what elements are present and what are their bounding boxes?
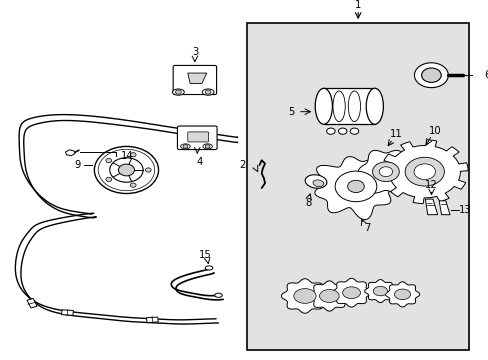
- Circle shape: [379, 167, 392, 177]
- Text: 1: 1: [354, 0, 361, 10]
- Text: 7: 7: [363, 223, 369, 233]
- FancyBboxPatch shape: [177, 126, 217, 149]
- Text: 8: 8: [305, 198, 311, 208]
- Ellipse shape: [293, 289, 315, 303]
- Ellipse shape: [342, 287, 360, 298]
- Ellipse shape: [372, 286, 386, 296]
- Circle shape: [205, 90, 210, 94]
- Ellipse shape: [205, 266, 212, 270]
- Ellipse shape: [214, 293, 222, 297]
- Polygon shape: [358, 150, 413, 193]
- Polygon shape: [65, 150, 75, 156]
- Circle shape: [334, 171, 376, 202]
- Ellipse shape: [394, 289, 410, 300]
- Ellipse shape: [172, 89, 184, 95]
- Polygon shape: [381, 140, 468, 204]
- Ellipse shape: [181, 144, 190, 149]
- Ellipse shape: [366, 88, 383, 124]
- Circle shape: [372, 162, 399, 181]
- Circle shape: [106, 177, 111, 181]
- Circle shape: [94, 147, 158, 194]
- Bar: [27, 298, 37, 308]
- Ellipse shape: [315, 88, 332, 124]
- Circle shape: [98, 149, 154, 191]
- Polygon shape: [308, 281, 349, 311]
- Text: 4: 4: [196, 157, 203, 167]
- Circle shape: [404, 157, 444, 186]
- Text: 15: 15: [199, 251, 211, 261]
- Polygon shape: [364, 280, 395, 303]
- Text: 12: 12: [424, 180, 437, 190]
- Ellipse shape: [349, 128, 358, 134]
- Ellipse shape: [338, 128, 346, 134]
- Circle shape: [414, 63, 447, 87]
- Text: 14: 14: [121, 151, 133, 161]
- FancyBboxPatch shape: [173, 66, 216, 95]
- Polygon shape: [331, 278, 370, 307]
- Circle shape: [106, 158, 111, 163]
- Circle shape: [118, 164, 134, 176]
- Circle shape: [421, 68, 440, 82]
- Circle shape: [130, 153, 136, 157]
- Text: 10: 10: [428, 126, 441, 136]
- Circle shape: [130, 183, 136, 187]
- Circle shape: [175, 90, 181, 94]
- Text: 3: 3: [191, 46, 198, 57]
- Text: 5: 5: [288, 107, 294, 117]
- Text: 11: 11: [389, 129, 402, 139]
- Circle shape: [183, 145, 187, 148]
- Bar: [323, 88, 374, 124]
- Ellipse shape: [312, 180, 323, 186]
- Circle shape: [413, 164, 434, 180]
- Polygon shape: [385, 282, 419, 307]
- Polygon shape: [438, 201, 449, 215]
- Bar: [146, 317, 158, 323]
- Polygon shape: [425, 199, 437, 215]
- Text: 13: 13: [458, 204, 470, 215]
- Text: 6: 6: [483, 70, 488, 80]
- Circle shape: [205, 145, 209, 148]
- Circle shape: [109, 158, 143, 182]
- Circle shape: [347, 180, 364, 193]
- Ellipse shape: [203, 144, 212, 149]
- Text: 2: 2: [239, 160, 245, 170]
- Bar: [247, 23, 468, 350]
- Ellipse shape: [319, 289, 339, 302]
- Bar: [61, 310, 73, 315]
- Polygon shape: [314, 157, 400, 220]
- Text: 9: 9: [75, 160, 81, 170]
- Polygon shape: [187, 73, 206, 84]
- Circle shape: [145, 168, 151, 172]
- Ellipse shape: [202, 89, 214, 95]
- Ellipse shape: [305, 175, 326, 188]
- Polygon shape: [281, 279, 328, 313]
- FancyBboxPatch shape: [187, 132, 208, 142]
- Ellipse shape: [326, 128, 334, 134]
